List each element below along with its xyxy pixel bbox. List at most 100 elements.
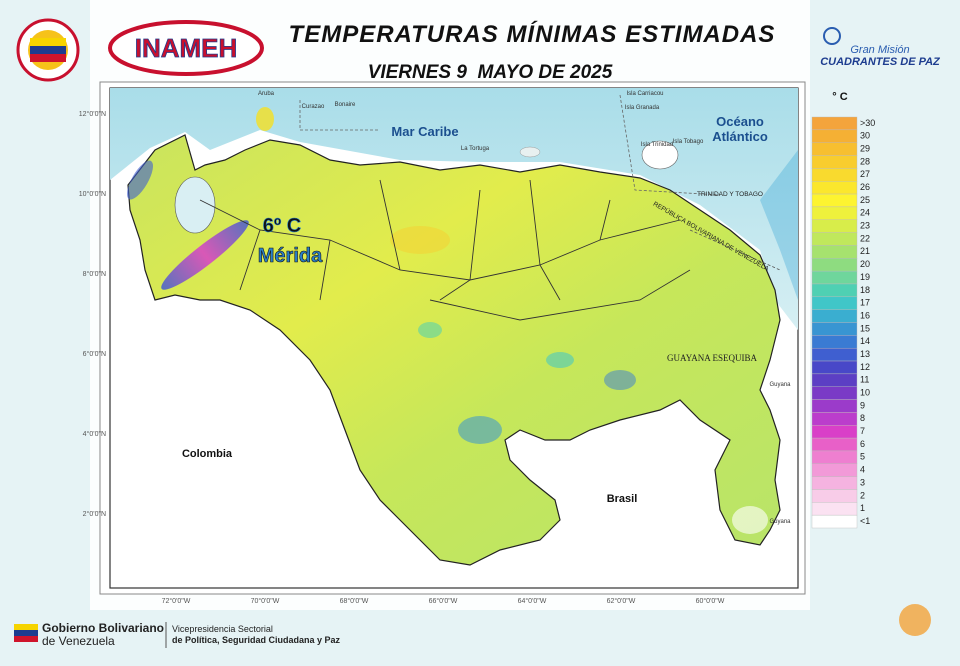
island-label: Isla Tobago <box>673 139 704 145</box>
legend-swatch <box>811 193 858 208</box>
island <box>519 146 541 158</box>
legend-label: 30 <box>860 131 870 141</box>
maritime-boundary <box>299 94 721 196</box>
legend-label: 9 <box>860 400 865 410</box>
inameh-logo <box>108 20 264 76</box>
legend-label: 18 <box>860 285 870 295</box>
legend-label: 28 <box>860 156 870 166</box>
legend-label: 7 <box>860 426 865 436</box>
legend-swatch <box>811 335 858 349</box>
legend-swatch <box>811 386 858 400</box>
legend-label: 22 <box>860 233 870 243</box>
legend-label: 5 <box>860 452 865 462</box>
footer-vice: Vicepresidencia Sectorial <box>172 624 273 634</box>
legend-swatch <box>811 219 858 233</box>
flag-stripe <box>14 624 38 630</box>
sea-label: Mar Caribe <box>391 124 458 139</box>
legend-label: 21 <box>860 246 870 256</box>
legend-label: 15 <box>860 323 870 333</box>
legend-label: 17 <box>860 298 870 308</box>
latitude-label: 4°0'0"N <box>83 430 106 438</box>
legend-label: 26 <box>860 182 870 192</box>
legend-label: 1 <box>860 503 865 513</box>
footer-gov: Gobierno Bolivariano <box>42 621 164 635</box>
legend-swatch <box>811 476 858 490</box>
latitude-label: 2°0'0"N <box>83 510 106 518</box>
longitude-label: 68°0'0"W <box>340 597 369 605</box>
region-label: GUAYANA ESEQUIBA <box>667 353 757 363</box>
cold-zone <box>458 416 502 444</box>
legend-swatch <box>811 309 858 323</box>
bicentennial-logo <box>899 604 931 636</box>
venezuela <box>127 134 781 566</box>
legend-label: 10 <box>860 388 870 398</box>
flag-stripe <box>14 636 38 642</box>
flag-stripe <box>30 38 66 46</box>
right-logo-line1: Gran Misión <box>850 44 909 56</box>
header: INAMEH TEMPERATURAS MÍNIMAS ESTIMADAS VI… <box>16 18 941 83</box>
legend-label: 16 <box>860 310 870 320</box>
legend-items: >303029282726252423222120191817161514131… <box>811 116 875 529</box>
legend-swatch <box>811 296 858 310</box>
legend-swatch <box>811 425 858 439</box>
legend-swatch <box>811 283 858 298</box>
legend-swatch <box>811 463 858 477</box>
highlight-place: Mérida <box>258 245 323 267</box>
legend-swatch <box>811 129 858 143</box>
latitude-labels: 12°0'0"N 10°0'0"N 8°0'0"N 6°0'0"N 4°0'0"N 2°0… <box>79 110 106 518</box>
flag-stripe <box>30 54 66 62</box>
footer: Gobierno Bolivariano de Venezuela Vicepr… <box>14 604 931 648</box>
legend-swatch <box>811 450 858 464</box>
legend-label: 29 <box>860 143 870 153</box>
legend-unit: ° C <box>832 91 847 103</box>
island-trinidad <box>641 140 679 170</box>
longitude-labels: 72°0'0"W 70°0'0"W 68°0'0"W 66°0'0"W 64°0'0"W… <box>162 597 725 605</box>
longitude-label: 70°0'0"W <box>251 597 280 605</box>
legend-swatch <box>811 360 858 375</box>
flag-stripe <box>14 630 38 636</box>
legend-label: <1 <box>860 516 870 526</box>
legend-swatch <box>811 116 858 131</box>
island-label: Aruba <box>258 91 275 97</box>
longitude-label: 72°0'0"W <box>162 597 191 605</box>
legend-swatch <box>811 168 858 182</box>
legend-label: 27 <box>860 169 870 179</box>
deep-sea <box>760 88 798 300</box>
island-label: Curazao <box>302 104 325 110</box>
legend-label: 12 <box>860 362 870 372</box>
legend-swatch <box>811 181 858 195</box>
inameh-text: INAMEH <box>135 33 238 63</box>
island <box>256 107 274 131</box>
highlight-value: 6º C <box>263 215 301 237</box>
legend-swatch <box>811 489 858 503</box>
right-logo-line2: CUADRANTES DE PAZ <box>820 56 941 68</box>
latitude-label: 6°0'0"N <box>83 350 106 358</box>
country-label: Guyana <box>769 519 791 525</box>
legend-label: 8 <box>860 413 865 423</box>
island-label: Bonaire <box>335 102 356 108</box>
legend-label: 23 <box>860 221 870 231</box>
esequiba-south <box>732 506 768 534</box>
right-logo-icon <box>823 27 841 45</box>
legend-swatch <box>811 245 858 259</box>
longitude-label: 66°0'0"W <box>429 597 458 605</box>
legend-swatch <box>811 322 858 336</box>
legend-swatch <box>811 437 858 452</box>
latitude-label: 8°0'0"N <box>83 270 106 278</box>
legend-swatch <box>811 142 858 156</box>
legend-label: 2 <box>860 490 865 500</box>
island-label: La Tortuga <box>461 146 490 152</box>
longitude-label: 64°0'0"W <box>518 597 547 605</box>
legend-label: 13 <box>860 349 870 359</box>
legend-label: 4 <box>860 465 865 475</box>
map: Mar Caribe Océano Atlántico Colombia Bra… <box>79 81 806 605</box>
legend-label: 25 <box>860 195 870 205</box>
cold-zone <box>127 160 153 200</box>
ocean-label: Océano <box>716 114 764 129</box>
longitude-label: 60°0'0"W <box>696 597 725 605</box>
title: TEMPERATURAS MÍNIMAS ESTIMADAS <box>289 20 776 48</box>
date: VIERNES 9 MAYO DE 2025 <box>368 62 613 83</box>
sea <box>110 88 798 330</box>
footer-vice: de Política, Seguridad Ciudadana y Paz <box>172 635 341 645</box>
